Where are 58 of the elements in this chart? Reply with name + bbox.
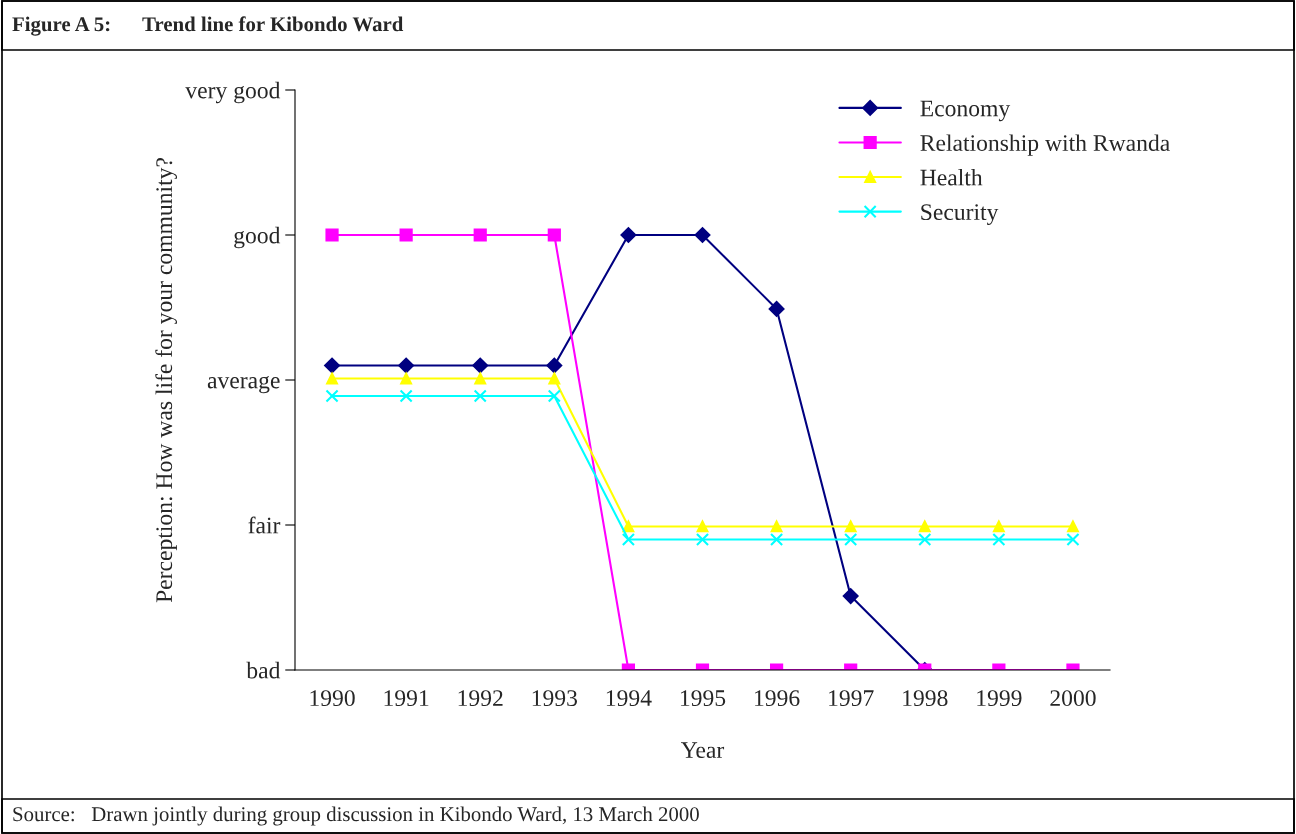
x-tick-label: 1990 <box>310 690 355 707</box>
x-tick-label: 1998 <box>903 690 948 707</box>
x-tick-label: 1993 <box>532 690 578 707</box>
x-tick-label: 2000 <box>1050 690 1096 707</box>
point <box>844 532 858 547</box>
point <box>695 532 710 547</box>
point <box>400 372 413 385</box>
point <box>325 228 339 242</box>
point <box>1067 520 1079 533</box>
text: fair <box>248 516 281 534</box>
point <box>844 520 857 533</box>
point <box>547 228 561 242</box>
point <box>474 372 487 385</box>
x-tick-label: 1997 <box>829 690 874 707</box>
point <box>992 532 1006 547</box>
point <box>770 520 783 533</box>
point <box>546 357 563 374</box>
legend-label: Health <box>920 168 983 186</box>
point <box>918 520 931 533</box>
point <box>325 389 339 403</box>
point <box>620 227 637 243</box>
point <box>473 389 487 403</box>
point <box>1066 532 1080 547</box>
legend-label: Economy <box>920 100 1011 122</box>
legend-label: Relationship with Rwanda <box>920 134 1170 156</box>
point <box>694 227 711 243</box>
point <box>696 520 709 533</box>
point <box>399 228 413 242</box>
point <box>768 301 785 317</box>
point <box>918 532 932 547</box>
point <box>326 372 338 385</box>
point <box>324 357 340 374</box>
chart-title: Figure A 5: Trend line for Kibondo Ward <box>12 16 404 36</box>
point <box>992 520 1005 533</box>
y-axis-title: Perception: How was life for your community? <box>155 158 177 603</box>
x-tick-label: 1996 <box>755 690 800 707</box>
point <box>621 532 636 547</box>
text: average <box>207 376 280 394</box>
x-tick-label: 1992 <box>458 690 503 707</box>
point <box>399 389 413 403</box>
text: bad <box>246 661 281 679</box>
point <box>842 588 859 604</box>
source-note: Source: Drawn jointly during group discussion in Kibondo Ward, 13 March 2000 <box>13 806 699 826</box>
point <box>548 372 561 385</box>
point <box>472 357 489 374</box>
text: very good <box>185 81 281 104</box>
point <box>547 389 561 403</box>
point <box>398 357 415 374</box>
x-axis-title: Year <box>681 742 725 759</box>
point <box>769 532 784 547</box>
text: good <box>234 226 281 249</box>
legend-label: Security <box>921 204 999 225</box>
x-tick-label: 1991 <box>384 690 429 707</box>
x-tick-label: 1995 <box>680 690 726 707</box>
x-tick-label: 1994 <box>606 690 652 707</box>
point <box>473 228 487 242</box>
point <box>622 520 635 533</box>
x-tick-label: 1999 <box>977 690 1022 707</box>
